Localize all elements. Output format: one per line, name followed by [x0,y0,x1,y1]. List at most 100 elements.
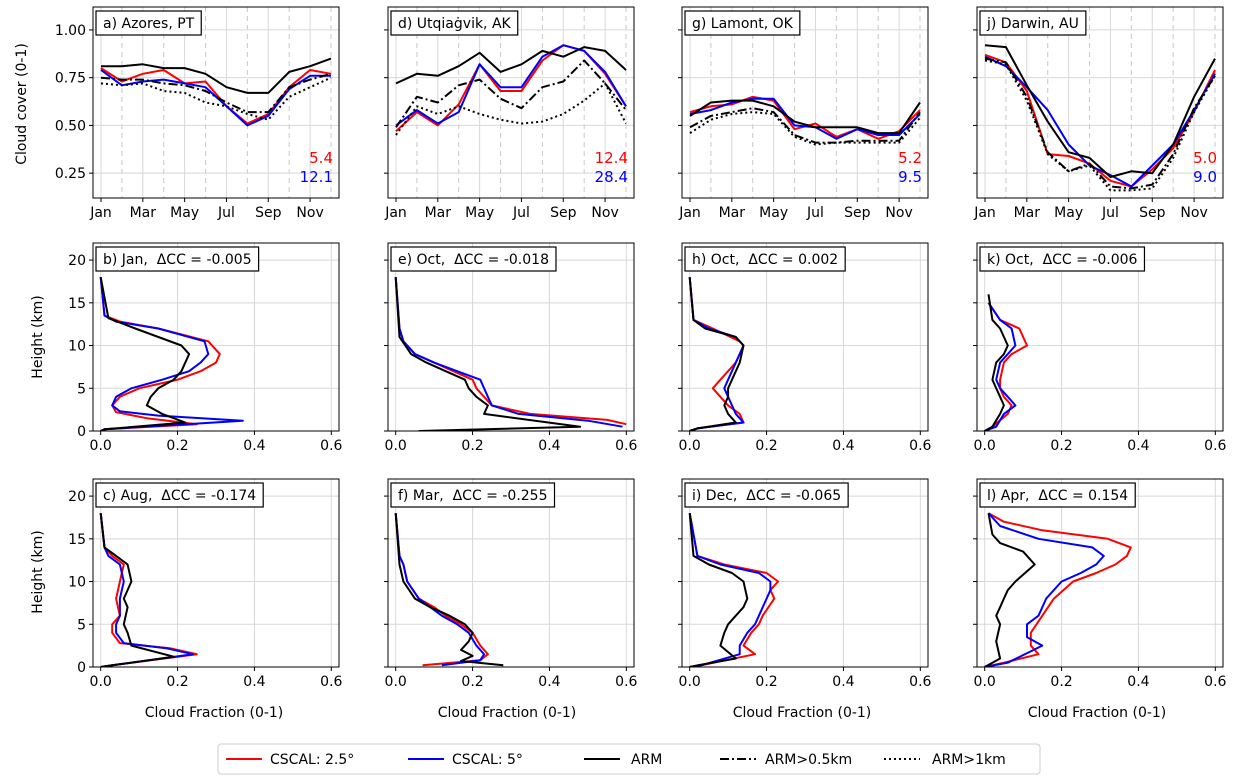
panel-title: e) Oct, ΔCC = -0.018 [390,246,557,272]
annotation-cscal-5: 9.5 [898,168,922,186]
x-tick-label: Sep [1139,205,1166,221]
x-tick-label: Nov [885,205,912,221]
legend-label-cscal-2-5: CSCAL: 2.5° [270,752,354,768]
panel-title-box [390,10,519,36]
panel-title: g) Lamont, OK [684,10,801,36]
x-tick-label: 0.4 [243,438,265,454]
series-profile-2 [99,513,194,667]
series-line-5 [689,111,921,146]
y-tick-label: 0 [77,424,86,440]
panel-title-text: f) Mar, ΔCC = -0.255 [398,488,548,504]
panel-title-text: h) Oct, ΔCC = 0.002 [692,252,838,268]
panel-title-box [390,482,556,508]
series-profile-2 [688,277,745,431]
x-tick-label: 0.4 [538,438,560,454]
x-tick-label: Sep [550,205,577,221]
panel-title-box [979,246,1146,272]
chart-panel-8: 0.0 0.2 0.4 0.6 k) Oct, ΔCC = -0.006 [973,242,1227,454]
series-profile-1 [99,277,221,431]
series-profile-3 [984,294,1009,431]
x-tick-label: Nov [1180,205,1207,221]
y-tick-label: 20 [68,253,86,269]
panel-title-box [95,482,264,508]
panel-title: d) Utqiaġvik, AK [390,10,519,36]
series-line-4 [395,59,627,128]
series-profile-3 [688,277,745,431]
annotation-cscal-2-5: 5.0 [1193,149,1217,167]
chart-panel-3: Jan Mar May Jul Sep Nov 5.29.5 g) Lamont, OK [678,6,929,221]
plot-frame [387,478,635,668]
chart-panel-5: 0.0 0.2 0.4 0.6 0 5 10 15 20 b) Jan, ΔCC = -0.005 [68,242,343,454]
legend-label-arm-0-5km: ARM>0.5km [765,752,852,768]
y-tick-label: 0 [77,660,86,676]
series-profile-2 [984,302,1017,431]
legend-label-arm: ARM [631,752,662,768]
panel-title-text: l) Apr, ΔCC = 0.154 [987,488,1128,504]
annotation-cscal-2-5: 5.4 [309,149,333,167]
chart-panel-10: 0.0 0.2 0.4 0.6 f) Mar, ΔCC = -0.255 [384,478,638,690]
panel-title-box [979,482,1136,508]
annotation-cscal-5: 12.1 [300,168,333,186]
plot-frame [976,6,1224,199]
x-tick-label: 0.6 [320,438,342,454]
x-tick-label: Mar [425,205,452,221]
x-tick-label: 0.4 [832,438,854,454]
x-tick-label: Jan [384,205,407,221]
y-tick-label: 1.00 [55,23,86,39]
series-profile-1 [984,512,1132,667]
panel-title-box [684,10,801,36]
chart-panel-7: 0.0 0.2 0.4 0.6 h) Oct, ΔCC = 0.002 [678,242,932,454]
x-tick-label: 0.2 [755,674,777,690]
x-tick-label: Jul [806,205,824,221]
series-profile-3 [984,513,1036,667]
chart-panel-11: 0.0 0.2 0.4 0.6 i) Dec, ΔCC = -0.065 [678,478,932,690]
panel-title: b) Jan, ΔCC = -0.005 [95,246,260,272]
x-tick-label: 0.2 [755,438,777,454]
x-tick-label: 0.0 [385,438,407,454]
panel-title: c) Aug, ΔCC = -0.174 [95,482,264,508]
x-tick-label: Jan [89,205,112,221]
series-line-4 [984,57,1216,190]
series-line-3 [101,57,332,94]
y-tick-label: 15 [68,296,86,312]
plot-frame [92,242,340,432]
x-tick-label: 0.6 [909,438,931,454]
series-line-1 [100,67,332,125]
x-tick-label: 0.6 [1204,438,1226,454]
x-tick-label: 0.0 [974,438,996,454]
legend-label-cscal-5: CSCAL: 5° [452,752,523,768]
series-profile-1 [688,513,780,667]
chart-panel-1: Jan Mar May Jul Sep Nov 0.25 0.50 0.75 1.00 5.412.… [55,6,340,221]
panel-title-text: d) Utqiaġvik, AK [398,16,512,32]
x-tick-label: 0.2 [461,674,483,690]
panel-title-box [684,482,849,508]
panel-title-text: e) Oct, ΔCC = -0.018 [398,252,549,268]
legend: CSCAL: 2.5° CSCAL: 5° ARM ARM>0.5km ARM>… [217,743,1041,775]
plot-frame [681,478,929,668]
panel-title: l) Apr, ΔCC = 0.154 [979,482,1136,508]
plot-frame [387,6,635,199]
x-axis-label-col1: Cloud Fraction (0-1) [145,705,284,721]
chart-panel-4: Jan Mar May Jul Sep Nov 5.09.0 j) Darwin, AU [973,6,1224,221]
panel-title-text: g) Lamont, OK [692,16,794,32]
annotation-cscal-5: 28.4 [595,168,628,186]
annotation-cscal-5: 9.0 [1193,168,1217,186]
panel-title: f) Mar, ΔCC = -0.255 [390,482,556,508]
panel-title-text: k) Oct, ΔCC = -0.006 [987,252,1138,268]
x-tick-label: 0.4 [538,674,560,690]
plot-frame [976,478,1224,668]
series-line-2 [689,97,921,140]
panel-title: i) Dec, ΔCC = -0.065 [684,482,849,508]
bottom-row-y-axis-label: Height (km) [30,530,46,613]
panel-title-box [390,246,557,272]
y-tick-label: 0.25 [55,166,86,182]
y-tick-label: 0.75 [55,71,86,87]
x-tick-label: May [465,205,494,221]
x-tick-label: 0.6 [1204,674,1226,690]
series-profile-1 [984,302,1028,431]
x-tick-label: Jul [217,205,235,221]
x-tick-label: 0.0 [679,674,701,690]
panel-title-text: i) Dec, ΔCC = -0.065 [692,488,841,504]
x-axis-label-col3: Cloud Fraction (0-1) [733,705,872,721]
x-tick-label: May [1054,205,1083,221]
